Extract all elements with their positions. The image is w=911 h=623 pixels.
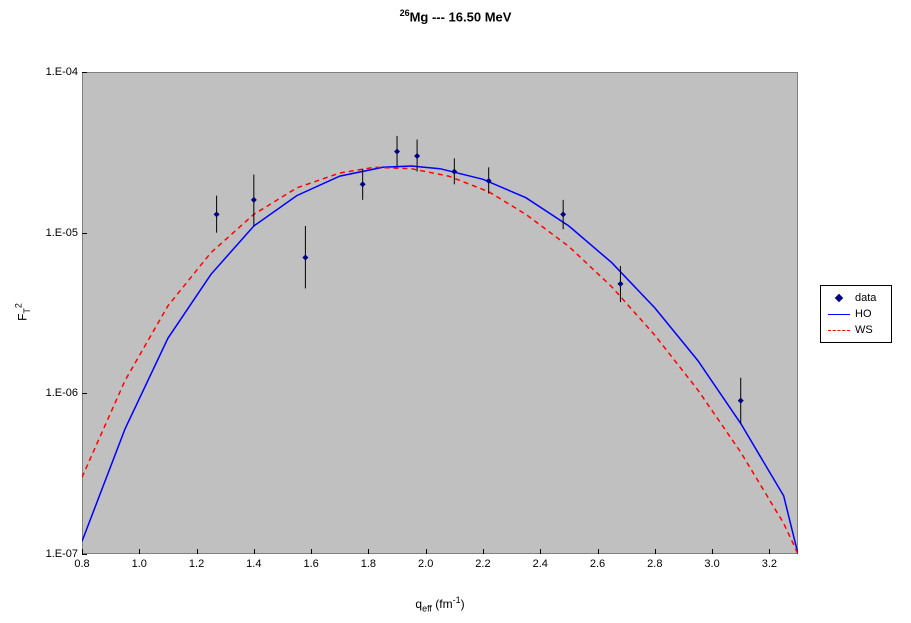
x-tick-label: 1.8 <box>361 558 376 570</box>
chart-svg <box>82 72 798 554</box>
x-tick-label: 2.2 <box>475 558 490 570</box>
chart-title: 26Mg --- 16.50 MeV <box>0 8 911 24</box>
x-tick-label: 1.4 <box>246 558 261 570</box>
title-text: Mg --- 16.50 MeV <box>410 9 512 24</box>
data-point <box>451 169 457 175</box>
x-tick-label: 1.0 <box>132 558 147 570</box>
y-axis-label: FT2 <box>14 303 32 321</box>
data-point <box>251 197 257 203</box>
x-tick-label: 2.6 <box>590 558 605 570</box>
y-tick-label: 1.E-04 <box>18 66 78 78</box>
data-point <box>560 211 566 217</box>
y-tick-label: 1.E-06 <box>18 387 78 399</box>
data-point <box>302 255 308 261</box>
x-tick-label: 0.8 <box>74 558 89 570</box>
y-tick-label: 1.E-05 <box>18 227 78 239</box>
legend-entry-data: data <box>827 290 885 306</box>
line-dash-icon <box>827 330 851 331</box>
diamond-icon <box>827 295 851 301</box>
x-tick-label: 3.0 <box>704 558 719 570</box>
data-point <box>394 149 400 155</box>
y-tick-label: 1.E-07 <box>18 548 78 560</box>
data-point <box>214 211 220 217</box>
data-point <box>414 153 420 159</box>
data-point <box>738 398 744 404</box>
x-tick-label: 3.2 <box>762 558 777 570</box>
legend-entry-ho: HO <box>827 306 885 322</box>
curve-HO <box>82 166 798 554</box>
data-point <box>360 181 366 187</box>
legend-entry-ws: WS <box>827 322 885 338</box>
x-tick-label: 1.2 <box>189 558 204 570</box>
data-point <box>617 281 623 287</box>
chart-container: 26Mg --- 16.50 MeV FT2 qeff (fm-1) 1.E-0… <box>0 0 911 623</box>
x-tick-label: 2.8 <box>647 558 662 570</box>
legend: data HO WS <box>820 285 892 343</box>
x-tick-label: 1.6 <box>303 558 318 570</box>
x-tick-label: 2.4 <box>533 558 548 570</box>
x-tick-label: 2.0 <box>418 558 433 570</box>
x-axis-label: qeff (fm-1) <box>82 595 798 613</box>
title-superscript: 26 <box>400 8 410 18</box>
curve-WS <box>82 167 798 554</box>
line-solid-icon <box>827 314 851 315</box>
